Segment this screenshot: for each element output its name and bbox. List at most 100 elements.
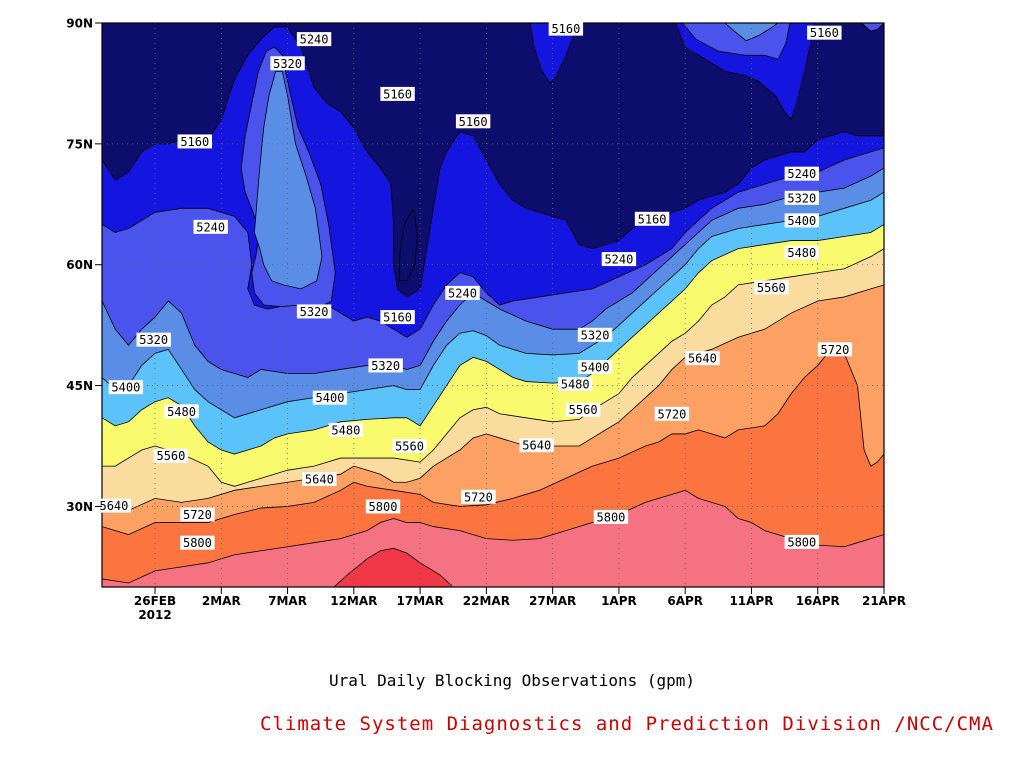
contour-label: 5400 <box>316 391 345 405</box>
contour-label-bg <box>784 213 820 228</box>
contour-label-bg <box>96 498 132 513</box>
contour-label-bg <box>164 404 199 419</box>
x-tick-label: 12MAR <box>330 594 377 608</box>
contour-label: 5800 <box>183 536 212 550</box>
y-tick-label: 60N <box>66 258 93 272</box>
x-tick-label: 27MAR <box>529 594 576 608</box>
contour-label-bg <box>455 114 491 129</box>
contour-label: 5320 <box>273 57 302 71</box>
contour-label: 5800 <box>369 500 398 514</box>
contour-label: 5480 <box>787 246 816 260</box>
contour-label: 5720 <box>821 343 850 357</box>
contour-label: 5160 <box>459 115 488 129</box>
contour-label-bg <box>548 21 584 36</box>
contour-label: 5560 <box>757 281 786 295</box>
x-tick-sublabel: 2012 <box>138 608 171 622</box>
contour-label-bg <box>593 509 629 524</box>
contour-label-bg <box>193 219 228 234</box>
contour-label-bg <box>180 507 215 522</box>
contour-label-bg <box>368 358 403 373</box>
contour-label-bg <box>784 245 820 260</box>
y-tick-label: 90N <box>66 17 93 31</box>
contour-label-bg <box>312 390 348 405</box>
x-tick-label: 17MAR <box>397 594 444 608</box>
contour-label: 5800 <box>787 535 816 549</box>
contour-label-bg <box>108 380 144 395</box>
contour-label-bg <box>557 376 593 391</box>
contour-label: 5320 <box>371 359 400 373</box>
contour-label-bg <box>392 439 427 453</box>
contour-label-bg <box>634 211 670 226</box>
x-tick-label: 1APR <box>601 594 637 608</box>
contour-label: 5480 <box>561 377 590 391</box>
contour-label-bg <box>328 422 364 437</box>
contour-label: 5640 <box>688 352 717 366</box>
y-tick-label: 45N <box>66 379 93 393</box>
contour-label-bg <box>296 32 332 47</box>
contour-plot: 5240 5160 5160 5320 5160 5160 5160 5240 5320 5160… <box>66 17 906 623</box>
x-tick-label: 22MAR <box>463 594 510 608</box>
contour-label-bg <box>784 534 820 549</box>
x-tick-label: 11APR <box>729 594 773 608</box>
x-tick-label: 26FEB <box>134 594 176 608</box>
contour-label-bg <box>565 402 601 417</box>
band-fill-5880 <box>333 547 454 587</box>
contour-label-bg <box>685 351 720 366</box>
x-tick-label: 2MAR <box>202 594 241 608</box>
contour-label-bg <box>136 332 171 347</box>
x-tick-label: 7MAR <box>268 594 307 608</box>
contour-label: 5160 <box>551 22 580 36</box>
contour-label-bg <box>577 360 613 375</box>
contour-label-bg <box>784 190 820 205</box>
contour-label: 5480 <box>167 405 196 419</box>
contour-label: 5720 <box>657 407 686 421</box>
contour-label-bg <box>754 280 789 295</box>
y-axis: 30N 45N 60N 75N 90N <box>66 17 102 514</box>
y-tick-label: 30N <box>66 500 93 514</box>
plot-frame <box>101 22 885 588</box>
chart-title: Ural Daily Blocking Observations (gpm) <box>328 671 696 690</box>
contour-label-bg <box>380 310 415 325</box>
contour-label: 5240 <box>787 167 816 181</box>
contour-label: 5160 <box>810 26 839 40</box>
credit-line: Climate System Diagnostics and Predictio… <box>260 713 994 735</box>
contour-label: 5320 <box>300 305 329 319</box>
contour-label-bg <box>461 489 496 504</box>
contour-label-bg <box>519 438 554 453</box>
contour-label: 5240 <box>300 33 329 47</box>
contour-label: 5320 <box>581 328 610 342</box>
contour-label: 5320 <box>139 333 168 347</box>
x-tick-label: 6APR <box>667 594 703 608</box>
contour-label: 5240 <box>604 253 633 267</box>
contour-label-bg <box>807 25 842 40</box>
contour-label-bg <box>380 86 415 101</box>
patch-fill-5320-6 <box>254 70 323 290</box>
contour-label-bg <box>784 166 820 181</box>
x-tick-label: 21APR <box>862 594 906 608</box>
contour-label: 5160 <box>180 135 209 149</box>
contour-fills <box>102 23 884 587</box>
contour-label: 5640 <box>305 473 334 487</box>
contour-label-bg <box>153 448 189 463</box>
contour-label-bg <box>817 342 853 357</box>
x-tick-label: 16APR <box>796 594 840 608</box>
contour-label: 5560 <box>569 403 598 417</box>
contour-label: 5640 <box>99 499 128 513</box>
y-tick-label: 75N <box>66 137 93 151</box>
contour-label-bg <box>445 285 480 300</box>
patch-fill-5240-4 <box>860 23 884 32</box>
contour-label: 5560 <box>156 449 185 463</box>
contour-label: 5720 <box>464 490 493 504</box>
contour-label: 5720 <box>183 508 212 522</box>
contour-label: 5400 <box>787 214 816 228</box>
contour-label: 5480 <box>331 423 360 437</box>
contour-label: 5240 <box>196 220 225 234</box>
contour-label: 5160 <box>638 212 667 226</box>
contour-label: 5640 <box>522 439 551 453</box>
contour-labels: 5240 5160 5160 5320 5160 5160 5160 5240 5320 5160… <box>96 21 853 550</box>
contour-label-bg <box>654 406 690 421</box>
contour-label: 5240 <box>448 286 477 300</box>
contour-label: 5400 <box>111 381 140 395</box>
contour-label: 5560 <box>395 440 424 454</box>
